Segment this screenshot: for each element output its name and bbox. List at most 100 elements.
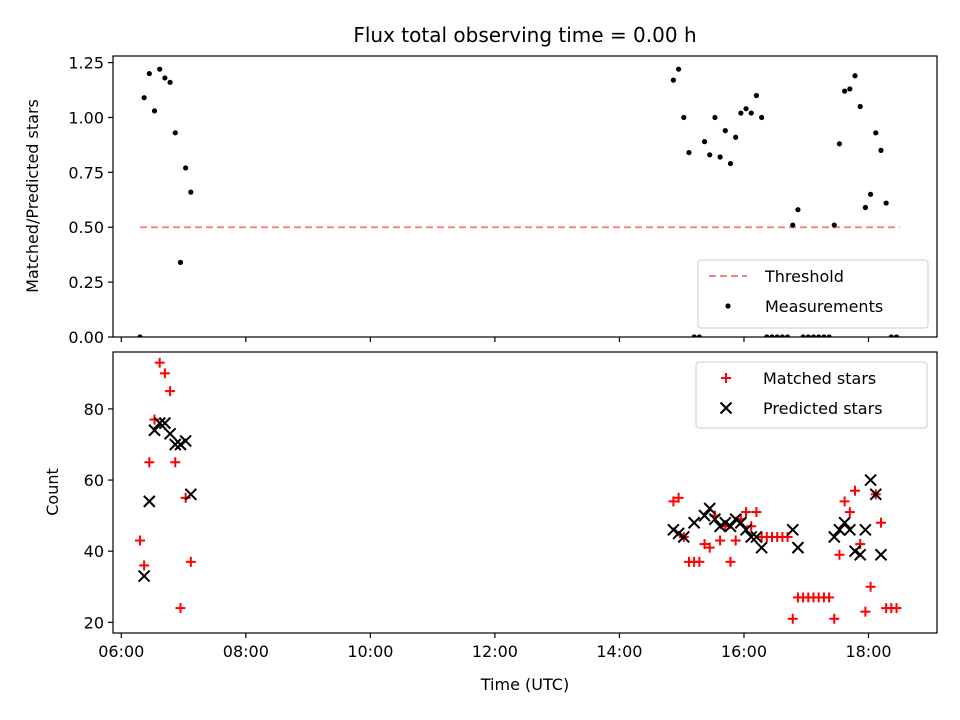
measurement-point	[137, 334, 143, 337]
measurement-point	[774, 334, 780, 337]
predicted-star-point	[874, 548, 888, 561]
predicted-star-stroke-b	[739, 523, 753, 537]
measurement-point	[873, 130, 879, 136]
measurement-point	[686, 149, 692, 156]
measurement-point	[707, 152, 713, 158]
matched-star-point	[741, 507, 752, 518]
matched-star-point	[865, 581, 876, 592]
predicted-star-point	[838, 516, 851, 529]
measurement-point	[878, 147, 884, 153]
matched-star-point	[824, 592, 835, 603]
measurement-point	[727, 160, 734, 167]
predicted-star-stroke-b	[874, 548, 888, 561]
predicted-star-stroke-b	[672, 527, 685, 540]
bottom-axes-frame	[112, 351, 938, 634]
predicted-star-point	[833, 523, 846, 537]
matched-star-point	[694, 556, 705, 567]
measurement-point	[821, 334, 827, 337]
predicted-star-point	[791, 541, 805, 554]
measurement-point	[800, 334, 806, 337]
top-y-tick-label: 0.50	[68, 218, 104, 237]
measurement-point	[157, 66, 163, 72]
top-y-axis-label: Matched/Predicted stars	[23, 99, 42, 293]
measurement-point	[722, 128, 728, 134]
bottom-panel: 20 40 60 80 06:00 08:00 10:00 12:00 14:00 16:00 18…	[84, 351, 938, 661]
bottom-y-axis-label: Count	[43, 468, 62, 516]
legend-predicted-swatch-b	[719, 401, 733, 415]
bottom-y-tick-label: 60	[84, 471, 104, 490]
predicted-star-stroke-b	[677, 530, 690, 544]
predicted-star-point	[703, 502, 716, 515]
measurement-point	[847, 86, 853, 92]
measurement-point	[146, 70, 152, 77]
measurement-point	[888, 334, 894, 337]
bottom-plot-area	[134, 357, 902, 624]
measurement-point	[790, 222, 796, 228]
matched-star-point	[154, 357, 165, 368]
predicted-star-point	[869, 488, 882, 501]
x-tick-label: 14:00	[596, 642, 642, 661]
measurement-point	[893, 334, 900, 337]
measurement-point	[701, 139, 708, 145]
measurement-point	[738, 110, 744, 116]
measurement-point	[183, 165, 189, 171]
matched-star-point	[850, 485, 861, 496]
top-legend: Threshold Measurements	[697, 259, 929, 329]
predicted-star-point	[750, 530, 763, 544]
measurement-point	[670, 77, 677, 83]
matched-star-point	[668, 496, 679, 507]
x-tick-label: 08:00	[223, 642, 269, 661]
predicted-star-stroke-b	[745, 530, 758, 544]
predicted-star-point	[153, 416, 166, 430]
predicted-star-stroke-b	[137, 569, 151, 583]
predicted-star-stroke-b	[719, 516, 732, 529]
measurement-point	[177, 259, 184, 265]
measurement-point	[826, 334, 832, 337]
measurement-point	[717, 154, 723, 160]
predicted-star-point	[698, 509, 711, 522]
matched-star-point	[699, 539, 710, 550]
measurement-point	[759, 114, 765, 121]
matched-star-point	[139, 560, 150, 571]
measurement-point	[748, 110, 754, 116]
measurement-point	[691, 334, 697, 337]
matched-star-point	[730, 535, 741, 546]
predicted-star-point	[724, 520, 737, 533]
matched-star-point	[185, 556, 196, 567]
predicted-star-stroke-b	[729, 512, 742, 526]
x-tick-label: 12:00	[472, 642, 518, 661]
predicted-star-stroke-b	[667, 523, 680, 537]
matched-star-point	[180, 492, 191, 503]
predicted-star-stroke-b	[848, 544, 862, 558]
measurement-point	[862, 204, 868, 211]
predicted-star-stroke-b	[163, 427, 177, 441]
top-y-tick-label: 1.25	[68, 54, 104, 73]
legend-measurement-swatch	[725, 303, 731, 309]
predicted-star-point	[853, 548, 867, 561]
predicted-star-stroke-b	[786, 523, 799, 537]
predicted-star-stroke-b	[853, 548, 867, 561]
measurement-point	[816, 334, 822, 337]
predicted-star-point	[843, 523, 857, 537]
predicted-star-point	[143, 495, 156, 508]
predicted-star-point	[137, 569, 151, 583]
top-y-tick-label: 0.00	[68, 328, 104, 347]
matched-star-point	[170, 457, 181, 468]
measurement-point	[696, 334, 702, 337]
matched-star-point	[891, 603, 902, 614]
matched-star-point	[704, 542, 715, 553]
predicted-star-stroke-b	[828, 530, 841, 544]
predicted-star-stroke-b	[755, 541, 768, 554]
measurement-point	[753, 92, 760, 99]
matched-star-point	[715, 535, 726, 546]
matched-star-point	[834, 549, 845, 560]
measurement-point	[769, 334, 775, 337]
matched-star-point	[829, 613, 840, 624]
predicted-star-point	[169, 438, 182, 451]
matched-star-point	[159, 368, 170, 379]
matched-star-point	[134, 535, 145, 546]
measurement-point	[743, 106, 749, 112]
predicted-star-stroke-b	[687, 516, 701, 529]
measurement-point	[842, 88, 848, 94]
predicted-star-stroke-b	[143, 495, 156, 508]
